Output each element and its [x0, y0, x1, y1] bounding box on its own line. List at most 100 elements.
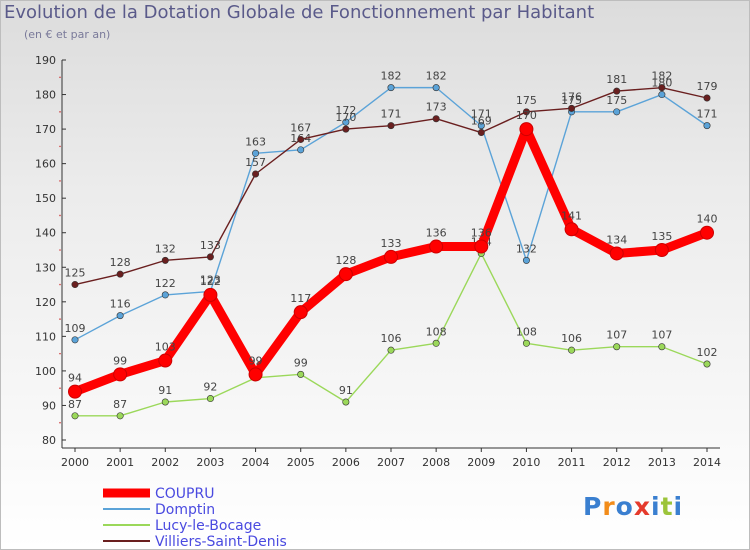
data-point: [252, 170, 260, 178]
y-minor-tick: [59, 352, 61, 355]
data-point: [206, 395, 214, 403]
y-tick-label: 100: [35, 365, 56, 378]
x-tick-label: 2000: [61, 456, 89, 469]
data-label: 135: [651, 230, 672, 243]
data-point: [432, 115, 440, 123]
data-label: 103: [155, 341, 176, 354]
data-point: [252, 149, 260, 157]
data-point: [248, 367, 263, 382]
data-label: 180: [651, 77, 672, 90]
data-point: [387, 84, 395, 92]
data-point: [387, 346, 395, 354]
x-tick-label: 2012: [603, 456, 631, 469]
data-point: [68, 384, 82, 399]
data-label: 108: [426, 325, 447, 338]
legend-label: COUPRU: [155, 486, 214, 502]
data-label: 171: [381, 108, 402, 121]
data-point: [477, 129, 485, 137]
y-tick-label: 90: [42, 399, 56, 412]
data-point: [474, 239, 489, 254]
y-tick-label: 150: [35, 192, 56, 205]
data-label: 157: [245, 156, 266, 169]
proxiti-logo: Proxiti: [583, 492, 683, 521]
y-minor-tick: [59, 387, 61, 389]
data-label: 128: [335, 254, 356, 267]
data-point: [203, 287, 218, 302]
x-tick-label: 2010: [512, 456, 540, 469]
data-label: 133: [200, 239, 221, 252]
data-label: 171: [697, 108, 718, 121]
x-tick-label: 2001: [106, 456, 134, 469]
y-minor-tick: [59, 145, 61, 148]
data-point: [338, 267, 353, 282]
data-label: 176: [561, 90, 582, 103]
y-minor-tick: [59, 283, 61, 286]
data-point: [71, 281, 79, 289]
data-label: 128: [110, 256, 131, 269]
data-label: 182: [381, 70, 402, 83]
data-point: [387, 122, 395, 130]
data-point: [658, 84, 666, 92]
data-label: 133: [381, 237, 402, 250]
data-point: [71, 412, 79, 420]
data-label: 91: [339, 384, 353, 397]
data-label: 134: [606, 233, 627, 246]
data-point: [613, 108, 621, 116]
y-minor-tick: [59, 180, 61, 182]
data-point: [432, 84, 440, 92]
data-label: 106: [381, 332, 402, 345]
data-label: 102: [697, 346, 718, 359]
data-label: 175: [561, 94, 582, 107]
y-tick-label: 130: [35, 261, 56, 274]
data-label: 122: [200, 275, 221, 288]
logo-letter: x: [633, 492, 651, 521]
data-point: [113, 367, 128, 382]
x-tick-label: 2007: [377, 456, 405, 469]
data-point: [522, 108, 530, 116]
logo-letter: t: [660, 492, 674, 521]
data-label: 107: [651, 329, 672, 342]
data-label: 132: [155, 242, 176, 255]
data-label: 182: [651, 70, 672, 83]
data-label: 175: [516, 94, 537, 107]
logo-letter: r: [602, 492, 616, 521]
data-label: 132: [516, 242, 537, 255]
data-point: [342, 398, 350, 406]
y-tick-label: 80: [42, 434, 56, 447]
data-label: 170: [516, 109, 537, 122]
legend-label: Villiers-Saint-Denis: [155, 534, 287, 550]
data-label: 92: [203, 381, 217, 394]
data-label: 99: [249, 354, 263, 367]
y-tick-label: 140: [35, 227, 56, 240]
data-point: [568, 346, 576, 354]
data-point: [342, 125, 350, 133]
data-label: 87: [113, 398, 127, 411]
data-label: 172: [335, 104, 356, 117]
data-label: 109: [65, 322, 86, 335]
data-point: [658, 91, 666, 99]
data-point: [297, 370, 305, 378]
y-minor-tick: [59, 76, 61, 79]
y-minor-tick: [59, 111, 61, 113]
y-minor-tick: [59, 318, 61, 320]
data-point: [161, 291, 169, 299]
data-point: [700, 225, 714, 240]
chart-subtitle: (en € et par an): [24, 28, 111, 41]
data-label: 167: [290, 121, 311, 134]
legend-label: Lucy-le-Bocage: [155, 518, 261, 534]
x-tick-label: 2013: [648, 456, 676, 469]
data-point: [342, 118, 350, 126]
data-point: [703, 360, 711, 368]
data-point: [568, 104, 576, 112]
data-point: [297, 135, 305, 143]
data-point: [522, 256, 530, 264]
data-label: 116: [110, 298, 131, 311]
y-tick-label: 120: [35, 296, 56, 309]
data-label: 141: [561, 209, 582, 222]
data-point: [613, 87, 621, 95]
x-tick-label: 2011: [558, 456, 586, 469]
data-label: 87: [68, 398, 82, 411]
data-label: 175: [606, 94, 627, 107]
data-label: 170: [335, 111, 356, 124]
